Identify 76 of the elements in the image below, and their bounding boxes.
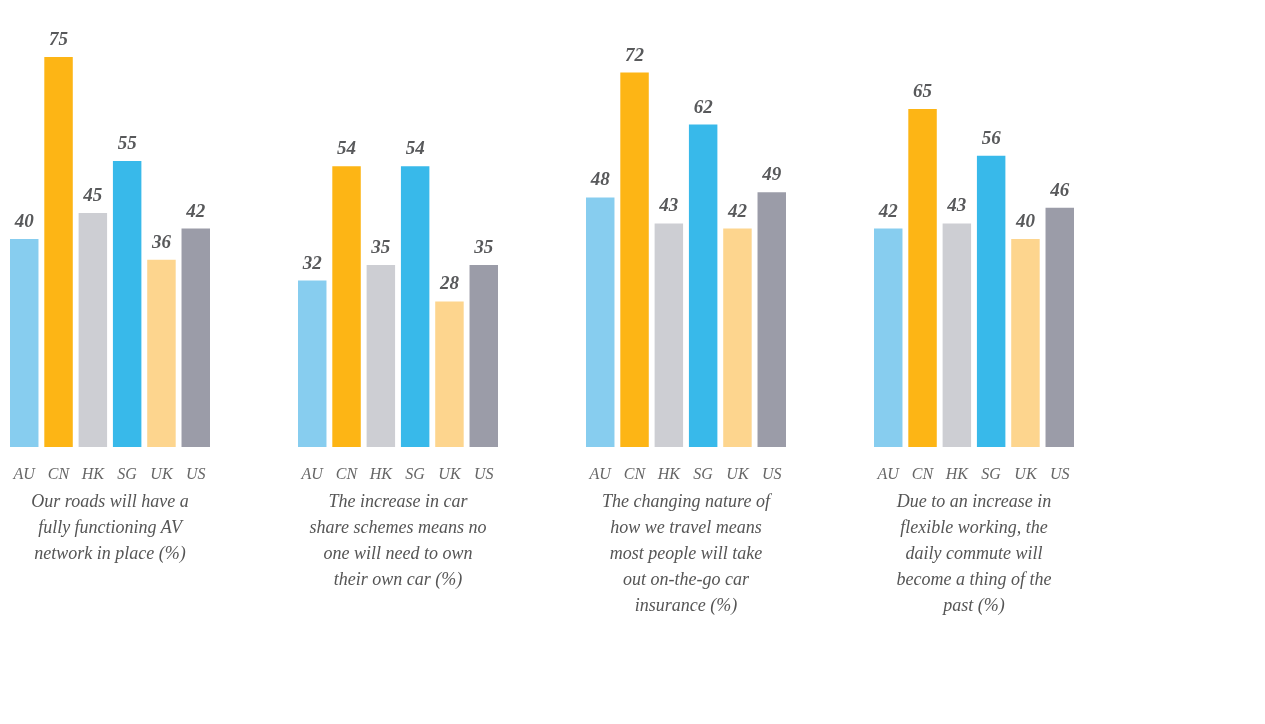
data-label: 55 <box>117 132 138 153</box>
bar <box>435 301 464 447</box>
data-label: 40 <box>1014 210 1036 231</box>
bar <box>181 228 210 447</box>
x-tick-label: CN <box>911 464 935 482</box>
data-label: 54 <box>405 137 425 159</box>
x-tick-label: US <box>185 464 206 482</box>
bar <box>10 239 39 447</box>
data-label: 35 <box>473 236 494 257</box>
x-tick-label: UK <box>150 464 174 482</box>
x-tick-label: HK <box>80 464 106 482</box>
x-tick-label: AU <box>300 464 325 482</box>
x-tick-label: HK <box>944 464 970 482</box>
data-label: 42 <box>726 199 748 221</box>
bar <box>874 228 903 447</box>
x-tick-label: UK <box>438 464 462 482</box>
x-tick-label: UK <box>726 464 750 482</box>
x-tick-label: AU <box>876 464 901 482</box>
data-label: 54 <box>337 137 357 159</box>
bar <box>654 223 684 447</box>
bar <box>688 124 718 447</box>
bar <box>757 192 786 447</box>
x-tick-label: AU <box>588 464 613 482</box>
data-label: 42 <box>185 199 206 221</box>
bar <box>78 213 108 447</box>
x-tick-label: SG <box>117 464 138 482</box>
bar <box>586 197 615 447</box>
bar <box>366 265 396 447</box>
data-label: 56 <box>981 126 1002 148</box>
data-label: 46 <box>1049 178 1070 200</box>
x-tick-label: SG <box>405 464 426 482</box>
data-label: 43 <box>946 194 967 216</box>
x-tick-label: CN <box>335 464 359 482</box>
bar <box>976 155 1006 447</box>
x-tick-label: HK <box>368 464 394 482</box>
x-tick-label: UK <box>1014 464 1038 482</box>
x-tick-label: CN <box>623 464 647 482</box>
data-label: 40 <box>13 210 35 231</box>
bar <box>298 280 327 447</box>
x-tick-label: US <box>473 464 494 482</box>
data-label: 48 <box>589 168 611 190</box>
data-label: 72 <box>625 43 645 65</box>
bar <box>723 228 752 447</box>
bar <box>112 161 142 447</box>
data-label: 43 <box>658 194 679 216</box>
data-label: 65 <box>913 80 933 101</box>
x-tick-label: AU <box>12 464 37 482</box>
text: Due to an increase in flexible working, the daily commute will become a thing of the past (%) <box>895 491 1052 616</box>
bar <box>942 223 972 447</box>
x-tick-label: CN <box>47 464 71 482</box>
bar <box>469 265 498 447</box>
data-label: 42 <box>877 199 899 221</box>
bar <box>1011 239 1040 447</box>
x-tick-label: US <box>1049 464 1070 482</box>
text: The increase in car share schemes means no one will need to own their own car (%) <box>309 491 487 590</box>
data-label: 75 <box>49 28 69 49</box>
x-tick-label: US <box>761 464 782 482</box>
bar <box>1045 207 1074 447</box>
data-label: 28 <box>438 272 460 294</box>
bar <box>147 259 176 447</box>
bar <box>620 72 649 447</box>
bar <box>400 166 430 447</box>
bar <box>908 109 937 447</box>
data-label: 62 <box>693 95 714 117</box>
x-tick-label: SG <box>693 464 714 482</box>
data-label: 35 <box>370 236 391 257</box>
x-tick-label: SG <box>981 464 1002 482</box>
data-label: 49 <box>761 163 782 185</box>
x-tick-label: HK <box>656 464 682 482</box>
text: Our roads will have a fully functioning AV network in place (%) <box>31 491 189 564</box>
text: The changing nature of how we travel means most people will take out on-the-go car insurance (%) <box>602 491 773 616</box>
data-label: 36 <box>150 230 172 252</box>
bar <box>44 57 73 447</box>
bar <box>332 166 361 447</box>
data-label: 45 <box>82 184 103 205</box>
data-label: 32 <box>301 251 323 273</box>
